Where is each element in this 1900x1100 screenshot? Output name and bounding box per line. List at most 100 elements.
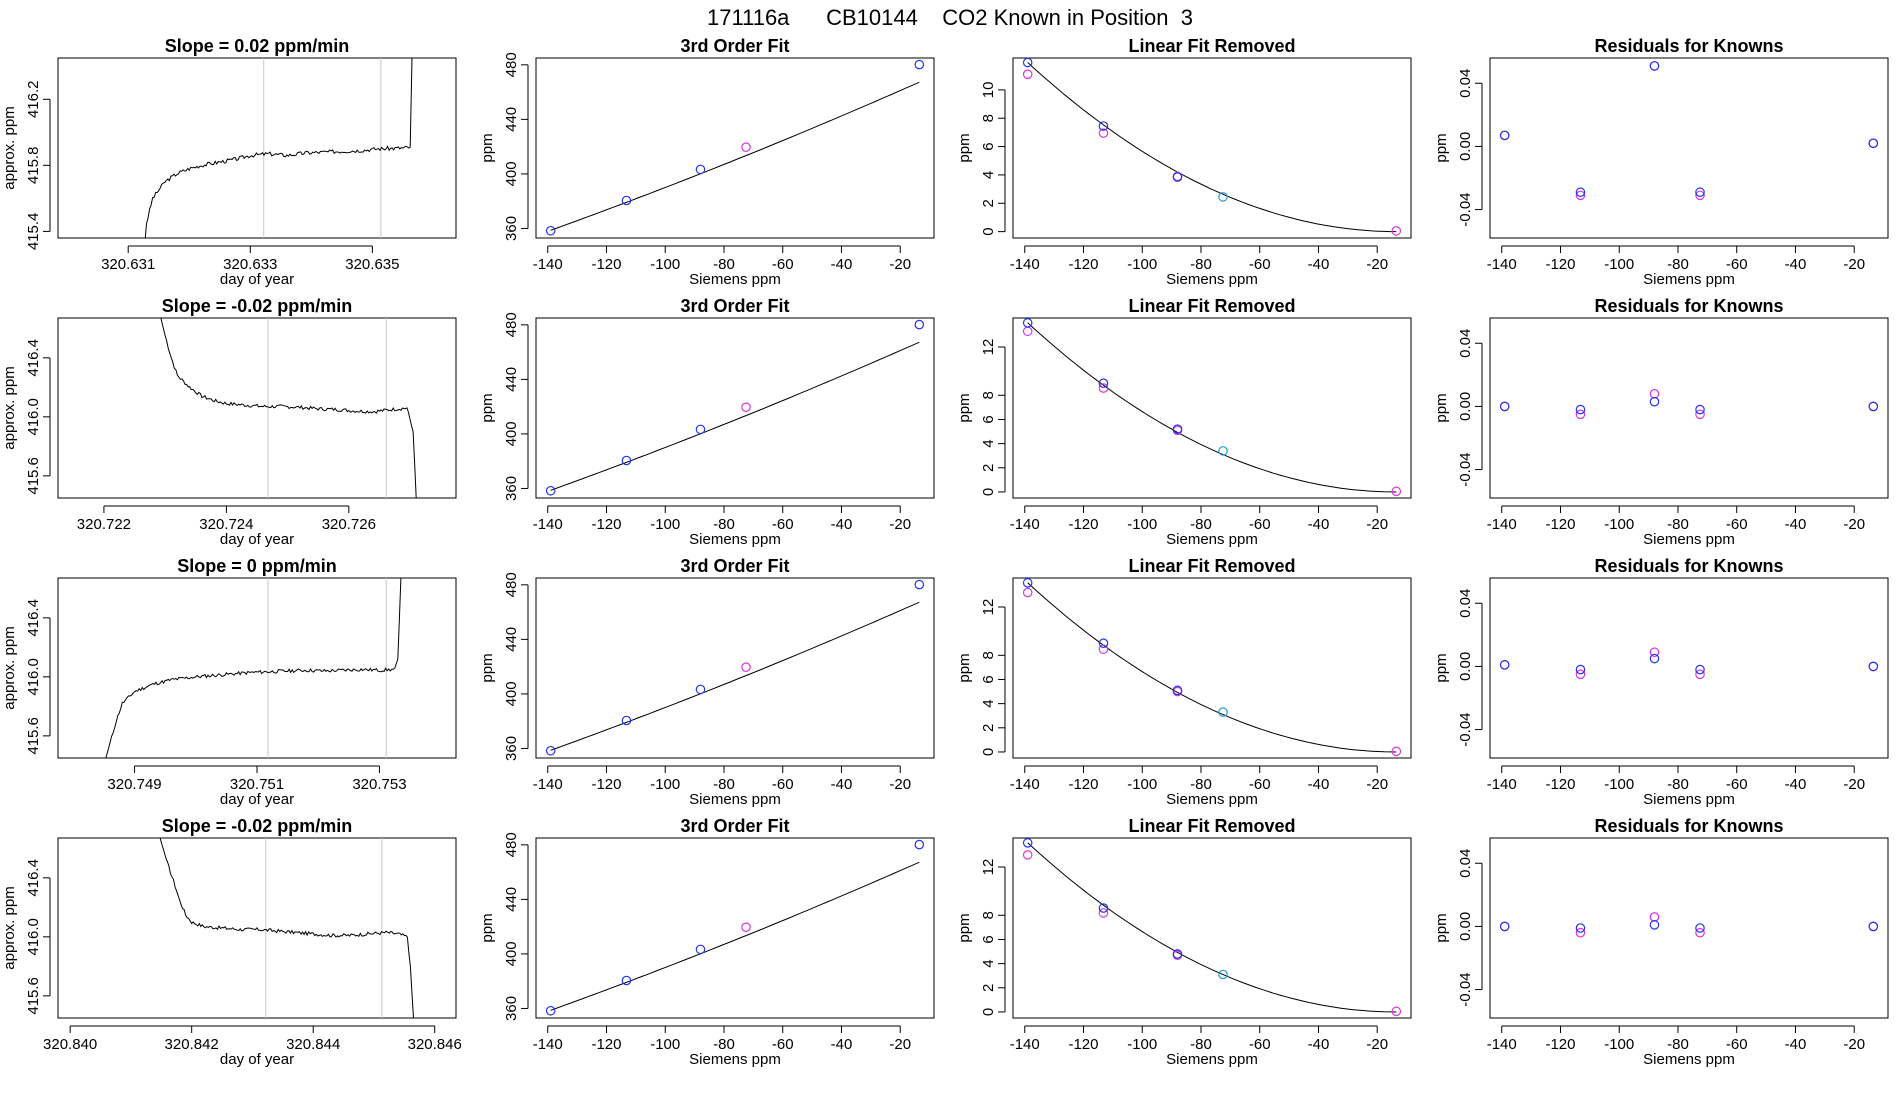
x-tick-label: -100 xyxy=(1127,256,1157,273)
known-residual-point xyxy=(1695,669,1705,680)
standard-point xyxy=(695,164,706,175)
x-tick-label: 320.726 xyxy=(322,516,376,533)
x-axis-label: Siemens ppm xyxy=(689,791,781,808)
x-tick-label: 320.633 xyxy=(223,256,277,273)
linear-removed-panel: -140 -120 -100 -80 -60 -40 -20 Siemens ppm 0 2 4 6 8… xyxy=(956,296,1412,548)
panel-title: Slope = -0.02 ppm/min xyxy=(162,296,353,316)
x-axis-label: Siemens ppm xyxy=(1643,791,1735,808)
known-point xyxy=(1098,383,1109,393)
fit-curve xyxy=(550,81,920,231)
x-axis: -140 -120 -100 -80 -60 -40 -20 Siemens ppm xyxy=(533,765,911,808)
y-tick-label: 440 xyxy=(503,367,520,392)
panel-title: 3rd Order Fit xyxy=(680,296,789,316)
panel-title: Residuals for Knowns xyxy=(1594,556,1783,576)
standard-point xyxy=(914,319,925,330)
y-axis-label: ppm xyxy=(479,393,496,422)
known-point xyxy=(1391,746,1402,757)
y-tick-label: 2 xyxy=(980,724,997,732)
plot-frame xyxy=(1489,57,1889,239)
y-tick-label: 360 xyxy=(503,996,520,1021)
x-tick-label: -80 xyxy=(1190,1036,1212,1053)
x-axis-label: Siemens ppm xyxy=(1643,271,1735,288)
x-tick-label: -100 xyxy=(1604,516,1634,533)
y-tick-label: 12 xyxy=(980,339,997,356)
known-residual-point xyxy=(1649,912,1660,922)
y-tick-label: 415.6 xyxy=(25,717,42,755)
y-tick-label: 400 xyxy=(503,681,520,706)
known-point xyxy=(1022,326,1033,337)
y-tick-label: 0.04 xyxy=(1457,329,1474,358)
x-tick-label: -60 xyxy=(772,1036,794,1053)
x-tick-label: -80 xyxy=(713,256,735,273)
x-tick-label: -20 xyxy=(889,776,911,793)
panel-title: Slope = 0 ppm/min xyxy=(177,556,337,576)
y-axis-label: ppm xyxy=(479,653,496,682)
standard-point xyxy=(1218,446,1228,456)
standard-point xyxy=(914,839,925,850)
residual-point xyxy=(1499,401,1510,412)
standard-point xyxy=(695,944,706,955)
x-axis-label: day of year xyxy=(220,1051,294,1068)
standard-point xyxy=(621,975,632,986)
residual-point xyxy=(1695,923,1705,933)
x-axis: -140 -120 -100 -80 -60 -40 -20 Siemens ppm xyxy=(533,245,911,288)
x-tick-label: -140 xyxy=(1010,776,1040,793)
x-tick-label: -60 xyxy=(772,776,794,793)
y-tick-label: 400 xyxy=(503,941,520,966)
concentration-trace xyxy=(105,578,402,758)
x-tick-label: -140 xyxy=(1487,516,1517,533)
x-tick-label: -120 xyxy=(591,776,621,793)
y-tick-label: 416.0 xyxy=(25,918,42,956)
standard-point xyxy=(914,59,925,70)
x-tick-label: -40 xyxy=(1308,776,1330,793)
y-axis-label: ppm xyxy=(479,133,496,162)
y-tick-label: 10 xyxy=(980,82,997,99)
standard-point xyxy=(1022,318,1033,328)
x-tick-label: -40 xyxy=(1785,776,1807,793)
panel-title: Slope = 0.02 ppm/min xyxy=(165,36,350,56)
x-tick-label: 320.844 xyxy=(286,1036,340,1053)
x-tick-label: -100 xyxy=(650,256,680,273)
known-residual-point xyxy=(1649,647,1660,658)
x-tick-label: -120 xyxy=(1545,1036,1575,1053)
x-tick-label: -80 xyxy=(1190,256,1212,273)
x-axis: 320.749 320.751 320.753 day of year xyxy=(107,765,407,808)
y-axis: 360 400 440 480 ppm xyxy=(479,52,529,241)
standard-point xyxy=(1172,685,1183,696)
y-tick-label: 6 xyxy=(980,415,997,423)
cubic-fit-panel: -140 -120 -100 -80 -60 -40 -20 Siemens ppm 360 40… xyxy=(479,556,935,808)
x-tick-label: -80 xyxy=(1190,516,1212,533)
standard-point xyxy=(545,485,556,496)
x-axis-label: Siemens ppm xyxy=(1166,1051,1258,1068)
y-axis-label: ppm xyxy=(1433,653,1450,682)
plot-frame xyxy=(1012,577,1412,759)
y-axis-label: ppm xyxy=(1433,133,1450,162)
x-axis-label: Siemens ppm xyxy=(1166,791,1258,808)
known-point xyxy=(1022,69,1033,80)
timeseries-panel: 320.749 320.751 320.753 day of year 415.6 416… xyxy=(1,556,457,808)
plot-frame xyxy=(57,577,457,759)
y-tick-label: 400 xyxy=(503,421,520,446)
y-tick-label: -0.04 xyxy=(1457,712,1474,746)
fit-curve xyxy=(550,601,920,751)
known-residual-point xyxy=(1575,409,1586,420)
plot-frame xyxy=(57,317,457,499)
y-axis-label: ppm xyxy=(479,913,496,942)
y-tick-label: 440 xyxy=(503,887,520,912)
standard-point xyxy=(1172,424,1183,434)
y-tick-label: 0 xyxy=(980,1008,997,1016)
y-axis-label: approx. ppm xyxy=(1,366,18,449)
cubic-fit-panel: -140 -120 -100 -80 -60 -40 -20 Siemens ppm 360 40… xyxy=(479,36,935,288)
cubic-fit-panel: -140 -120 -100 -80 -60 -40 -20 Siemens ppm 360 40… xyxy=(479,296,935,548)
known-residual-point xyxy=(1575,927,1586,938)
y-axis: 415.6 416.0 416.4 approx. ppm xyxy=(1,859,51,1015)
x-tick-label: -140 xyxy=(533,1036,563,1053)
x-tick-label: -100 xyxy=(650,1036,680,1053)
x-tick-label: -60 xyxy=(1726,776,1748,793)
standard-point xyxy=(695,424,706,435)
y-tick-label: 8 xyxy=(980,114,997,122)
y-axis: -0.04 0.00 0.04 ppm xyxy=(1433,69,1483,227)
y-tick-label: 416.4 xyxy=(25,859,42,897)
y-tick-label: 0 xyxy=(980,748,997,756)
residual-point xyxy=(1499,660,1510,670)
